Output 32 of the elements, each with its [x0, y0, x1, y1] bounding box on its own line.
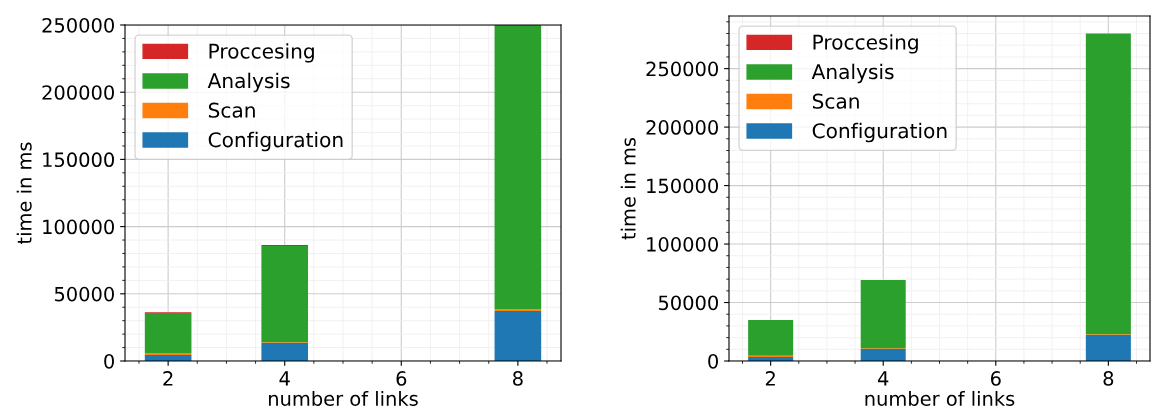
legend-label: Configuration: [812, 122, 947, 143]
legend-label: Proccesing: [209, 43, 314, 63]
legend-label: Scan: [208, 102, 255, 118]
legend-label: Analysis: [811, 63, 894, 84]
y-axis-title: time in ms: [620, 137, 636, 240]
legend-label: Proccesing: [813, 34, 918, 54]
legend-label: Analysis: [207, 72, 290, 93]
y-tick-label: 100000: [647, 237, 718, 252]
legend-label: Scan: [812, 93, 859, 109]
legend-label: Configuration: [208, 131, 343, 152]
y-tick-label: 150000: [647, 178, 718, 194]
y-tick-label: 50000: [54, 286, 114, 302]
y-tick-label: 150000: [43, 152, 114, 168]
x-tick-label: 6: [396, 371, 407, 386]
x-tick-label: 6: [990, 371, 1001, 386]
y-tick-label: 50000: [658, 295, 718, 311]
y-tick-label: 250000: [646, 61, 718, 77]
x-tick-label: 4: [279, 371, 290, 386]
y-tick-label: 200000: [646, 120, 718, 135]
x-tick-label: 8: [513, 371, 523, 386]
y-tick-label: 100000: [43, 219, 114, 235]
x-tick-label: 4: [877, 371, 889, 386]
y-tick-label: 0: [708, 353, 718, 369]
y-tick-label: 200000: [42, 85, 114, 100]
x-tick-label: 2: [765, 371, 775, 386]
x-tick-label: 8: [1103, 371, 1114, 386]
x-axis-title: number of links: [269, 390, 418, 406]
x-tick-label: 2: [163, 371, 173, 386]
y-tick-label: 250000: [42, 17, 114, 33]
x-axis-title: number of links: [865, 390, 1015, 406]
y-tick-label: 0: [104, 353, 114, 369]
y-axis-title: time in ms: [16, 142, 32, 245]
